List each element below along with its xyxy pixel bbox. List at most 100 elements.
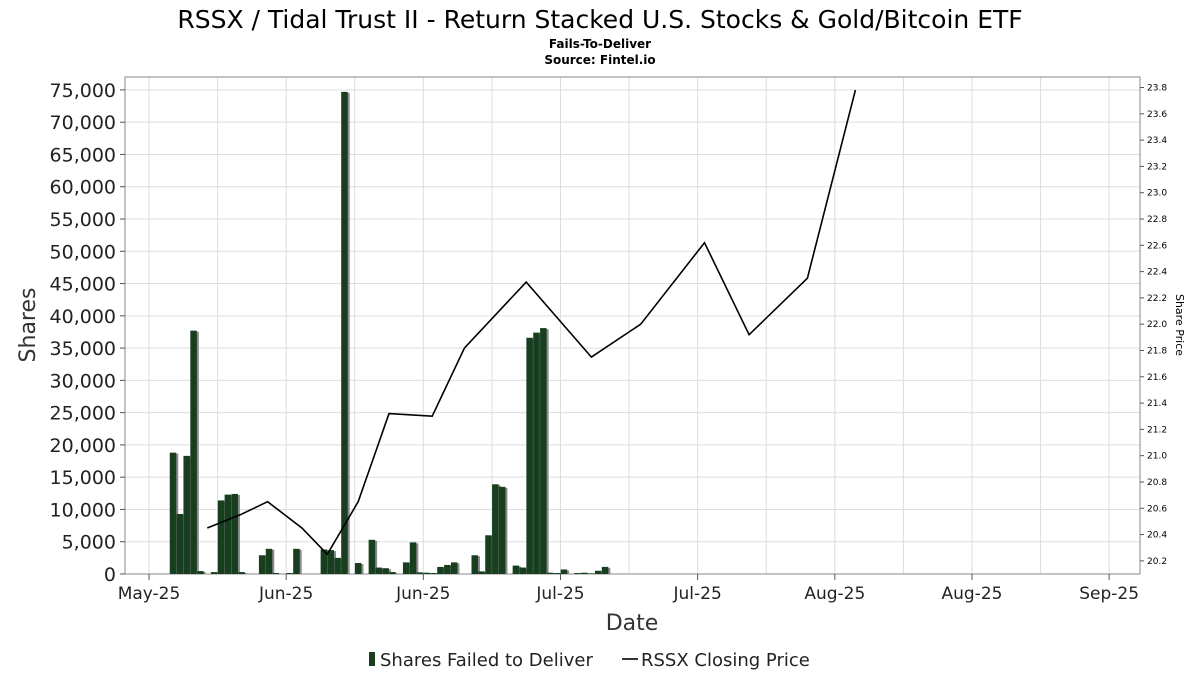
ftd-bar bbox=[526, 337, 533, 574]
ftd-bar bbox=[238, 572, 245, 574]
ftd-bar bbox=[444, 564, 451, 574]
y-tick-label: 50,000 bbox=[50, 241, 116, 263]
price-line bbox=[207, 89, 857, 556]
y2-tick-label: 22.2 bbox=[1147, 294, 1167, 304]
y-tick-label: 45,000 bbox=[50, 274, 116, 296]
y2-tick-label: 20.2 bbox=[1147, 557, 1167, 567]
y-tick-label: 0 bbox=[104, 564, 116, 586]
ftd-bar bbox=[450, 562, 458, 574]
ftd-bar bbox=[231, 493, 238, 574]
ftd-bar bbox=[210, 572, 218, 574]
ftd-bar bbox=[402, 562, 410, 574]
ftd-bar bbox=[533, 332, 540, 574]
x-tick-label: Jul-25 bbox=[535, 584, 584, 604]
ftd-bar bbox=[197, 571, 204, 574]
ftd-bar bbox=[601, 566, 609, 574]
ftd-bar bbox=[176, 513, 184, 574]
chart-source: Source: Fintel.io bbox=[544, 53, 655, 67]
ftd-bar bbox=[492, 484, 499, 574]
ftd-bars bbox=[169, 91, 611, 574]
ftd-bar bbox=[519, 567, 527, 574]
y2-tick-label: 22.8 bbox=[1147, 215, 1167, 225]
ftd-bar bbox=[437, 566, 444, 574]
ftd-bar bbox=[581, 572, 588, 574]
legend-bar-swatch bbox=[369, 652, 375, 666]
x-tick-label: Jun-25 bbox=[395, 584, 450, 604]
ftd-bar bbox=[382, 568, 389, 574]
legend: Shares Failed to Deliver RSSX Closing Pr… bbox=[369, 650, 810, 671]
y2-tick-label: 20.6 bbox=[1147, 504, 1167, 514]
plot-frame bbox=[124, 76, 1141, 575]
y-tick-label: 20,000 bbox=[50, 435, 116, 457]
ftd-bar bbox=[272, 573, 280, 574]
ftd-bar bbox=[293, 548, 300, 574]
y2-tick-label: 20.8 bbox=[1147, 478, 1167, 488]
y2-tick-label: 23.6 bbox=[1147, 110, 1167, 120]
ftd-bar bbox=[169, 452, 177, 574]
ftd-bar bbox=[553, 573, 561, 574]
ftd-bar bbox=[594, 570, 602, 574]
x-tick-label: May-25 bbox=[118, 584, 181, 604]
legend-label-ftd: Shares Failed to Deliver bbox=[380, 650, 593, 671]
y2-axis-ticks: 20.2 20.4 20.6 20.8 21.0 21.2 21.4 21.6 21.8 22.0… bbox=[1140, 84, 1167, 567]
ftd-bar bbox=[416, 572, 424, 574]
y-tick-label: 5,000 bbox=[62, 532, 116, 554]
y2-tick-label: 20.4 bbox=[1147, 531, 1167, 541]
ftd-bar bbox=[368, 539, 376, 574]
y-tick-label: 35,000 bbox=[50, 338, 116, 360]
y-tick-label: 75,000 bbox=[50, 80, 116, 102]
x-tick-label: Jul-25 bbox=[673, 584, 722, 604]
legend-label-price: RSSX Closing Price bbox=[641, 650, 810, 671]
y2-tick-label: 21.0 bbox=[1147, 452, 1167, 462]
y-axis-label: Shares bbox=[16, 288, 41, 363]
x-tick-label: Aug-25 bbox=[941, 584, 1002, 604]
ftd-bar bbox=[265, 548, 273, 574]
ftd-bar bbox=[546, 572, 554, 574]
y-tick-label: 55,000 bbox=[50, 209, 116, 231]
ftd-bar bbox=[588, 573, 595, 574]
y2-tick-label: 21.8 bbox=[1147, 346, 1167, 356]
ftd-bar bbox=[423, 572, 431, 574]
y2-tick-label: 23.8 bbox=[1147, 84, 1167, 94]
chart-subtitle: Fails-To-Deliver bbox=[549, 37, 651, 51]
x-tick-label: Sep-25 bbox=[1079, 584, 1139, 604]
ftd-bar bbox=[327, 550, 335, 574]
ftd-bar bbox=[183, 455, 190, 574]
ftd-bar bbox=[485, 535, 492, 574]
ftd-bar bbox=[320, 549, 328, 574]
y2-tick-label: 23.0 bbox=[1147, 189, 1167, 199]
ftd-bar bbox=[341, 91, 348, 574]
y-tick-label: 30,000 bbox=[50, 370, 116, 392]
y2-tick-label: 21.6 bbox=[1147, 373, 1167, 383]
chart-title: RSSX / Tidal Trust II - Return Stacked U… bbox=[177, 5, 1022, 34]
y2-tick-label: 23.4 bbox=[1147, 136, 1167, 146]
y-tick-label: 15,000 bbox=[50, 467, 116, 489]
y-tick-label: 25,000 bbox=[50, 403, 116, 425]
y2-tick-label: 23.2 bbox=[1147, 162, 1167, 172]
ftd-bar bbox=[217, 500, 225, 574]
y-tick-label: 70,000 bbox=[50, 112, 116, 134]
x-axis-ticks: May-25 Jun-25 Jun-25 Jul-25 Jul-25 Aug-25 Aug-… bbox=[118, 574, 1139, 604]
ftd-bar bbox=[430, 573, 437, 574]
ftd-bar bbox=[498, 486, 506, 574]
ftd-bar bbox=[389, 572, 396, 574]
ftd-bar bbox=[286, 573, 293, 574]
y2-tick-label: 22.6 bbox=[1147, 241, 1167, 251]
ftd-bar bbox=[540, 328, 547, 574]
ftd-bar bbox=[478, 571, 485, 574]
y2-tick-label: 22.0 bbox=[1147, 320, 1167, 330]
ftd-bar bbox=[224, 494, 232, 574]
y2-tick-label: 21.2 bbox=[1147, 425, 1167, 435]
ftd-bar bbox=[409, 542, 417, 574]
x-axis-label: Date bbox=[606, 611, 659, 636]
x-tick-label: Jun-25 bbox=[258, 584, 313, 604]
gridlines bbox=[125, 77, 1140, 575]
y2-axis-label: Share Price bbox=[1173, 294, 1186, 356]
ftd-bar bbox=[258, 555, 266, 574]
ftd-bar bbox=[512, 565, 520, 574]
ftd-bar bbox=[375, 567, 383, 574]
ftd-bar bbox=[190, 330, 197, 574]
x-tick-label: Aug-25 bbox=[804, 584, 865, 604]
